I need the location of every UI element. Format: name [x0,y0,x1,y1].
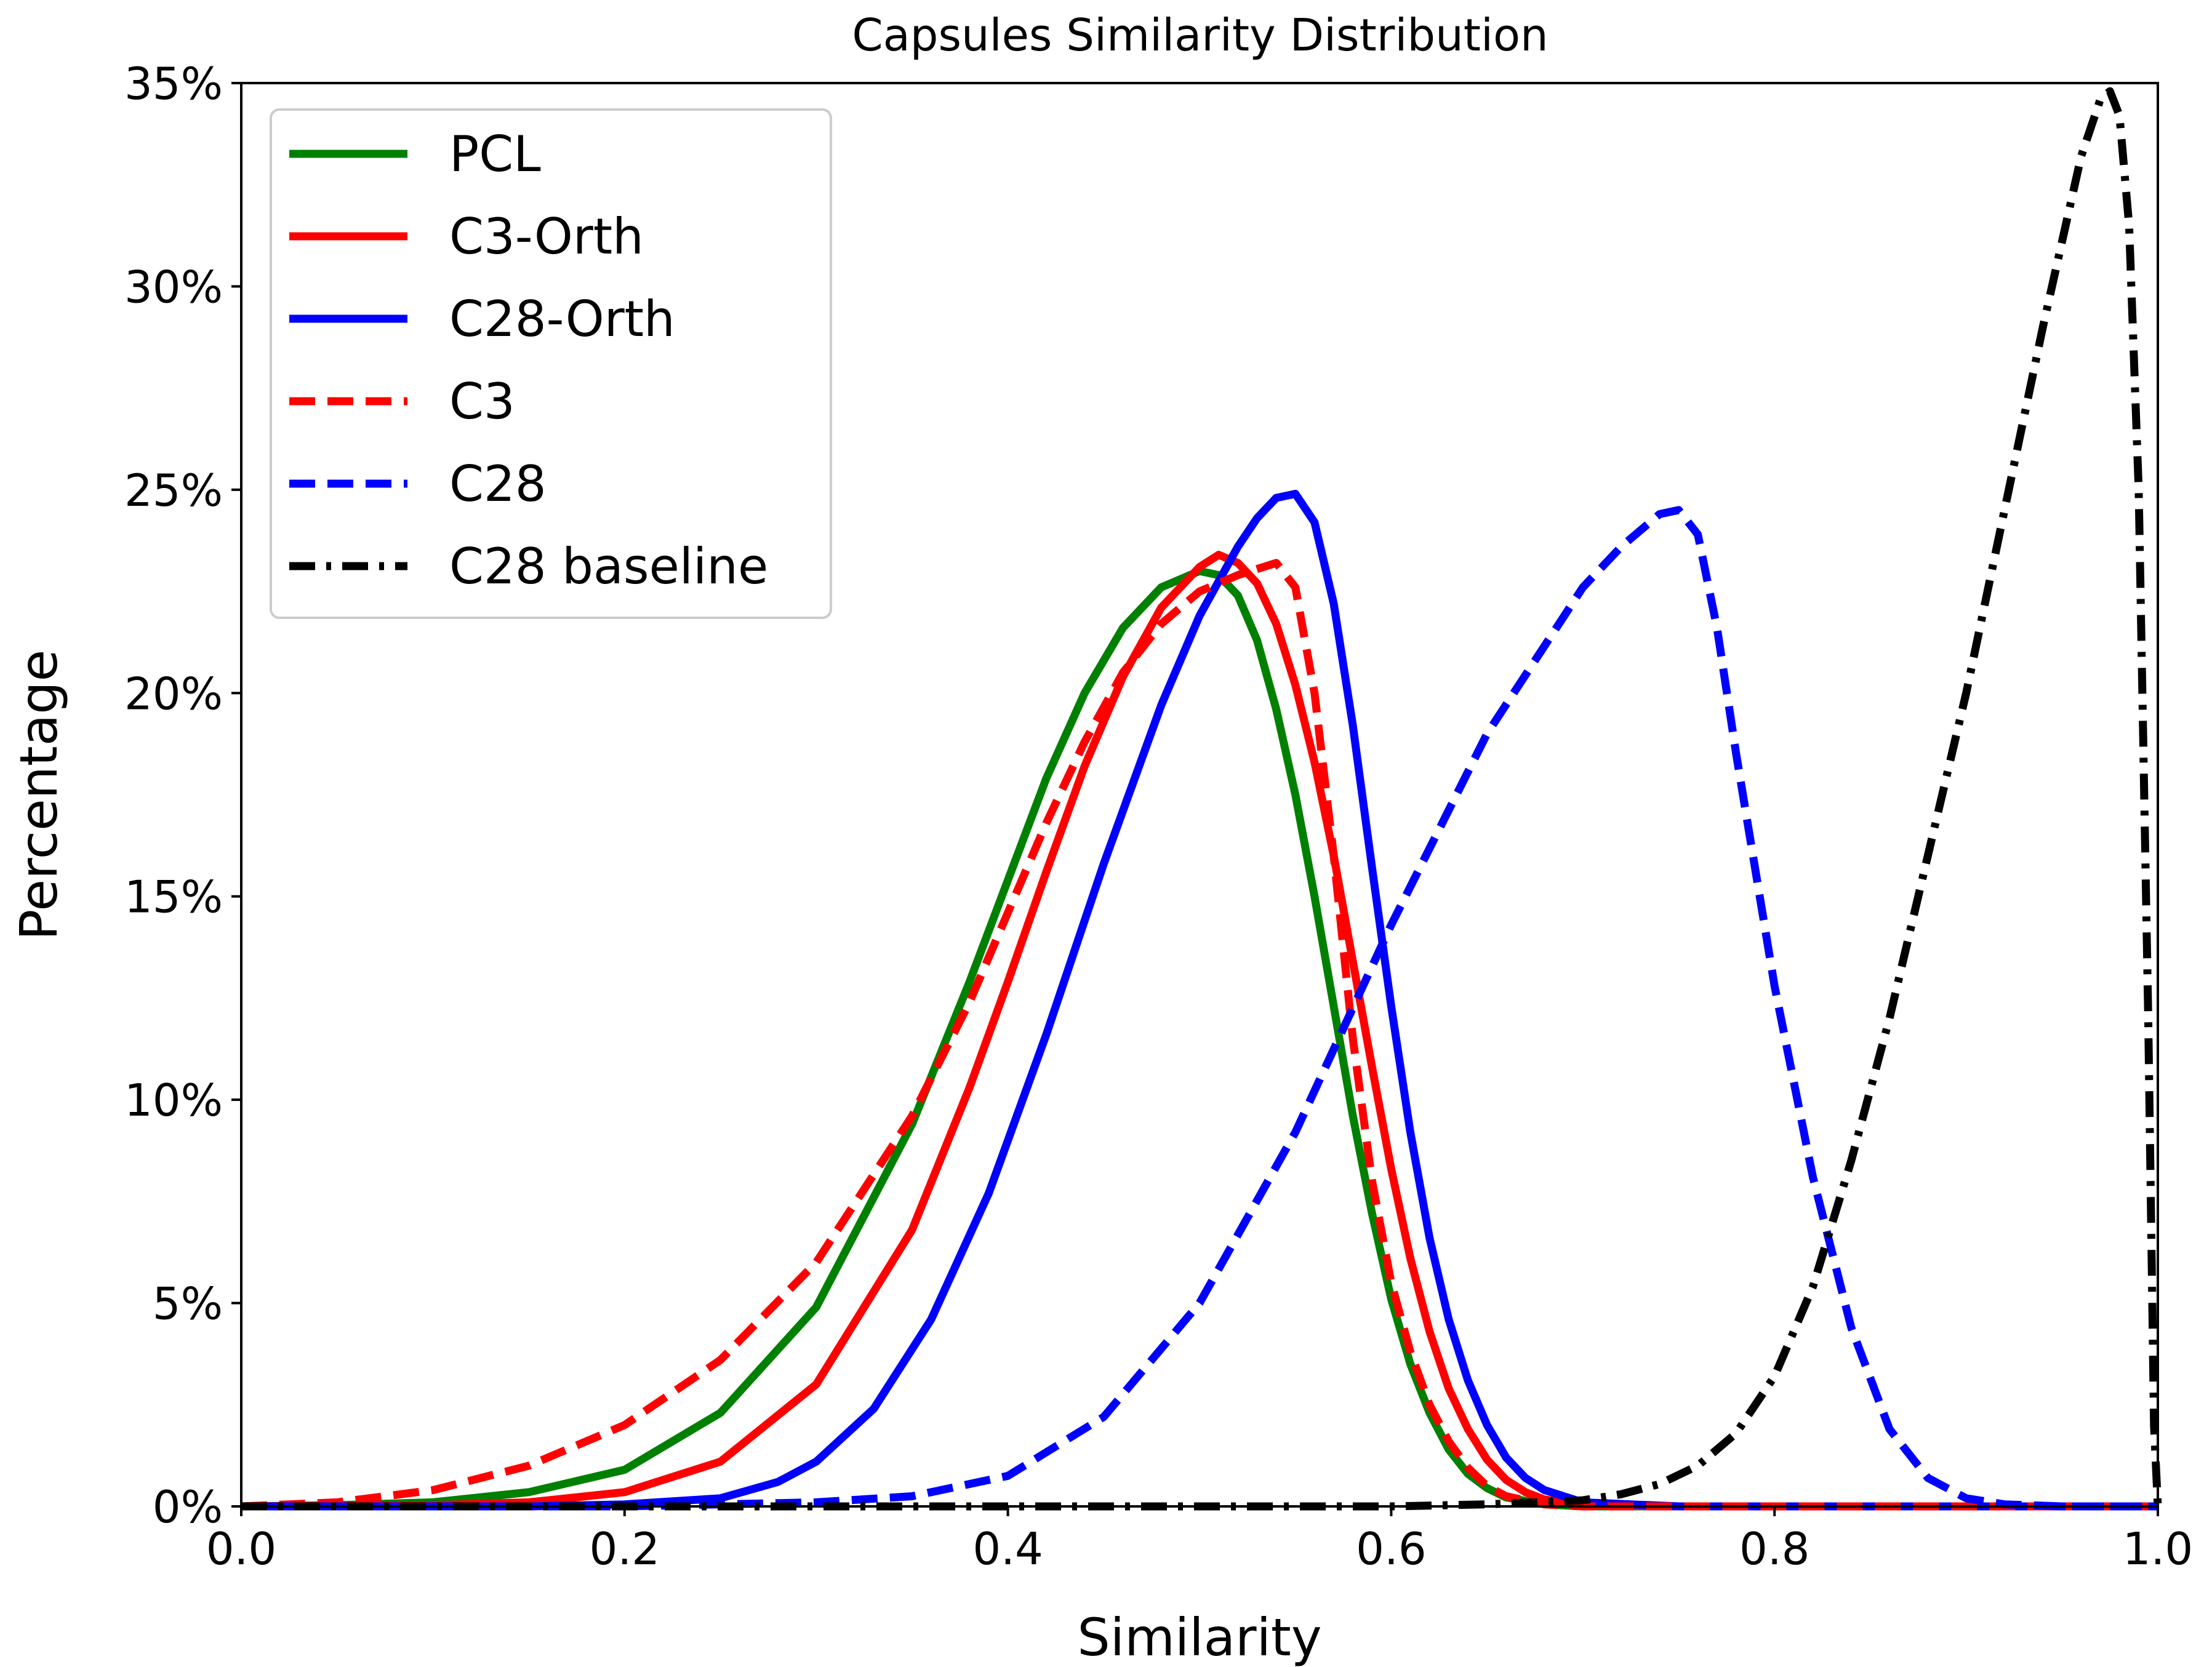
series-line-pcl [241,567,2158,1511]
series-line-c28-baseline [241,87,2162,1511]
series-lines [241,87,2162,1511]
legend-box [270,108,832,619]
y-tick-label: 35% [124,58,223,110]
y-tick-label: 10% [124,1074,223,1126]
series-line-c28 [241,506,2158,1511]
y-tick-label: 15% [124,871,223,923]
y-tick-label: 25% [124,465,223,516]
legend-label-c3-orth: C3-Orth [449,208,644,265]
y-tick-label: 5% [153,1278,223,1330]
x-axis-title: Similarity [1077,1607,1321,1667]
legend-label-c28: C28 [449,455,547,513]
x-tick-label: 0.4 [972,1523,1043,1575]
x-tick-label: 0.0 [206,1523,277,1575]
x-tick-label: 0.8 [1739,1523,1810,1575]
series-line-c28-orth [241,490,2158,1511]
x-tick-label: 0.2 [590,1523,660,1575]
axis-ticks: 0.0 0.2 0.4 0.6 0.8 1.0 0% 5% 10% 15% 20% 25% 30% 35% [124,58,2193,1575]
legend-label-c3: C3 [449,373,515,430]
series-line-c3-orth [241,551,2158,1511]
legend-label-pcl: PCL [449,126,541,183]
y-tick-label: 30% [124,261,223,313]
legend-label-c28-orth: C28-Orth [449,290,675,348]
y-axis-title: Percentage [9,650,69,941]
plot-frame [240,82,2159,1508]
series-line-c3 [241,559,2158,1511]
y-tick-label: 0% [153,1481,223,1533]
legend: PCL C3-Orth C28-Orth C3 C28 C28 baseline [270,108,832,619]
y-tick-label: 20% [124,668,223,719]
legend-label-c28-baseline: C28 baseline [449,538,768,595]
x-tick-label: 1.0 [2123,1523,2194,1575]
x-tick-label: 0.6 [1356,1523,1427,1575]
chart-title: Capsules Similarity Distribution [852,9,1548,61]
